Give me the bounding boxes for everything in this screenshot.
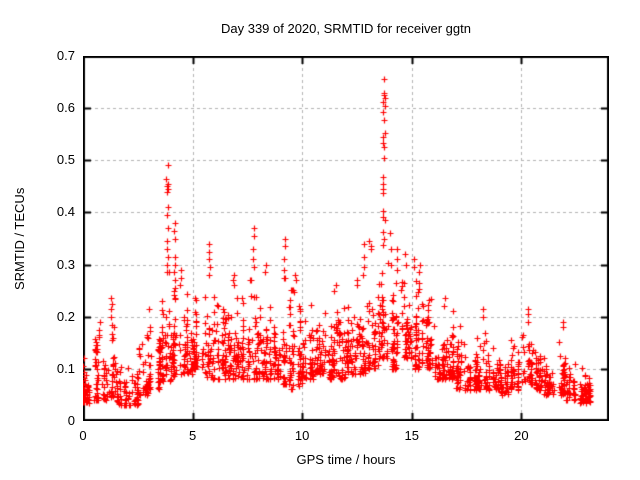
y-tick-label: 0.3 <box>56 256 75 272</box>
chart-title: Day 339 of 2020, SRMTID for receiver ggt… <box>220 21 471 36</box>
y-tick-label: 0.1 <box>56 360 75 376</box>
y-tick-label: 0.5 <box>56 152 75 168</box>
plot-area <box>83 56 609 421</box>
x-tick-label: 0 <box>79 428 87 443</box>
y-tick-label: 0.6 <box>56 100 75 116</box>
y-axis-label: SRMTID / TECUs <box>12 187 27 290</box>
x-tick-label: 5 <box>188 428 197 443</box>
x-tick-label: 20 <box>514 428 529 443</box>
x-tick-label: 15 <box>404 428 419 443</box>
y-tick-label: 0.4 <box>56 204 75 220</box>
x-axis-label: GPS time / hours <box>296 452 396 467</box>
y-tick-label: 0.7 <box>56 48 75 63</box>
y-tick-label: 0 <box>67 413 75 428</box>
y-tick-label: 0.2 <box>56 308 75 324</box>
x-tick-label: 10 <box>294 428 310 443</box>
